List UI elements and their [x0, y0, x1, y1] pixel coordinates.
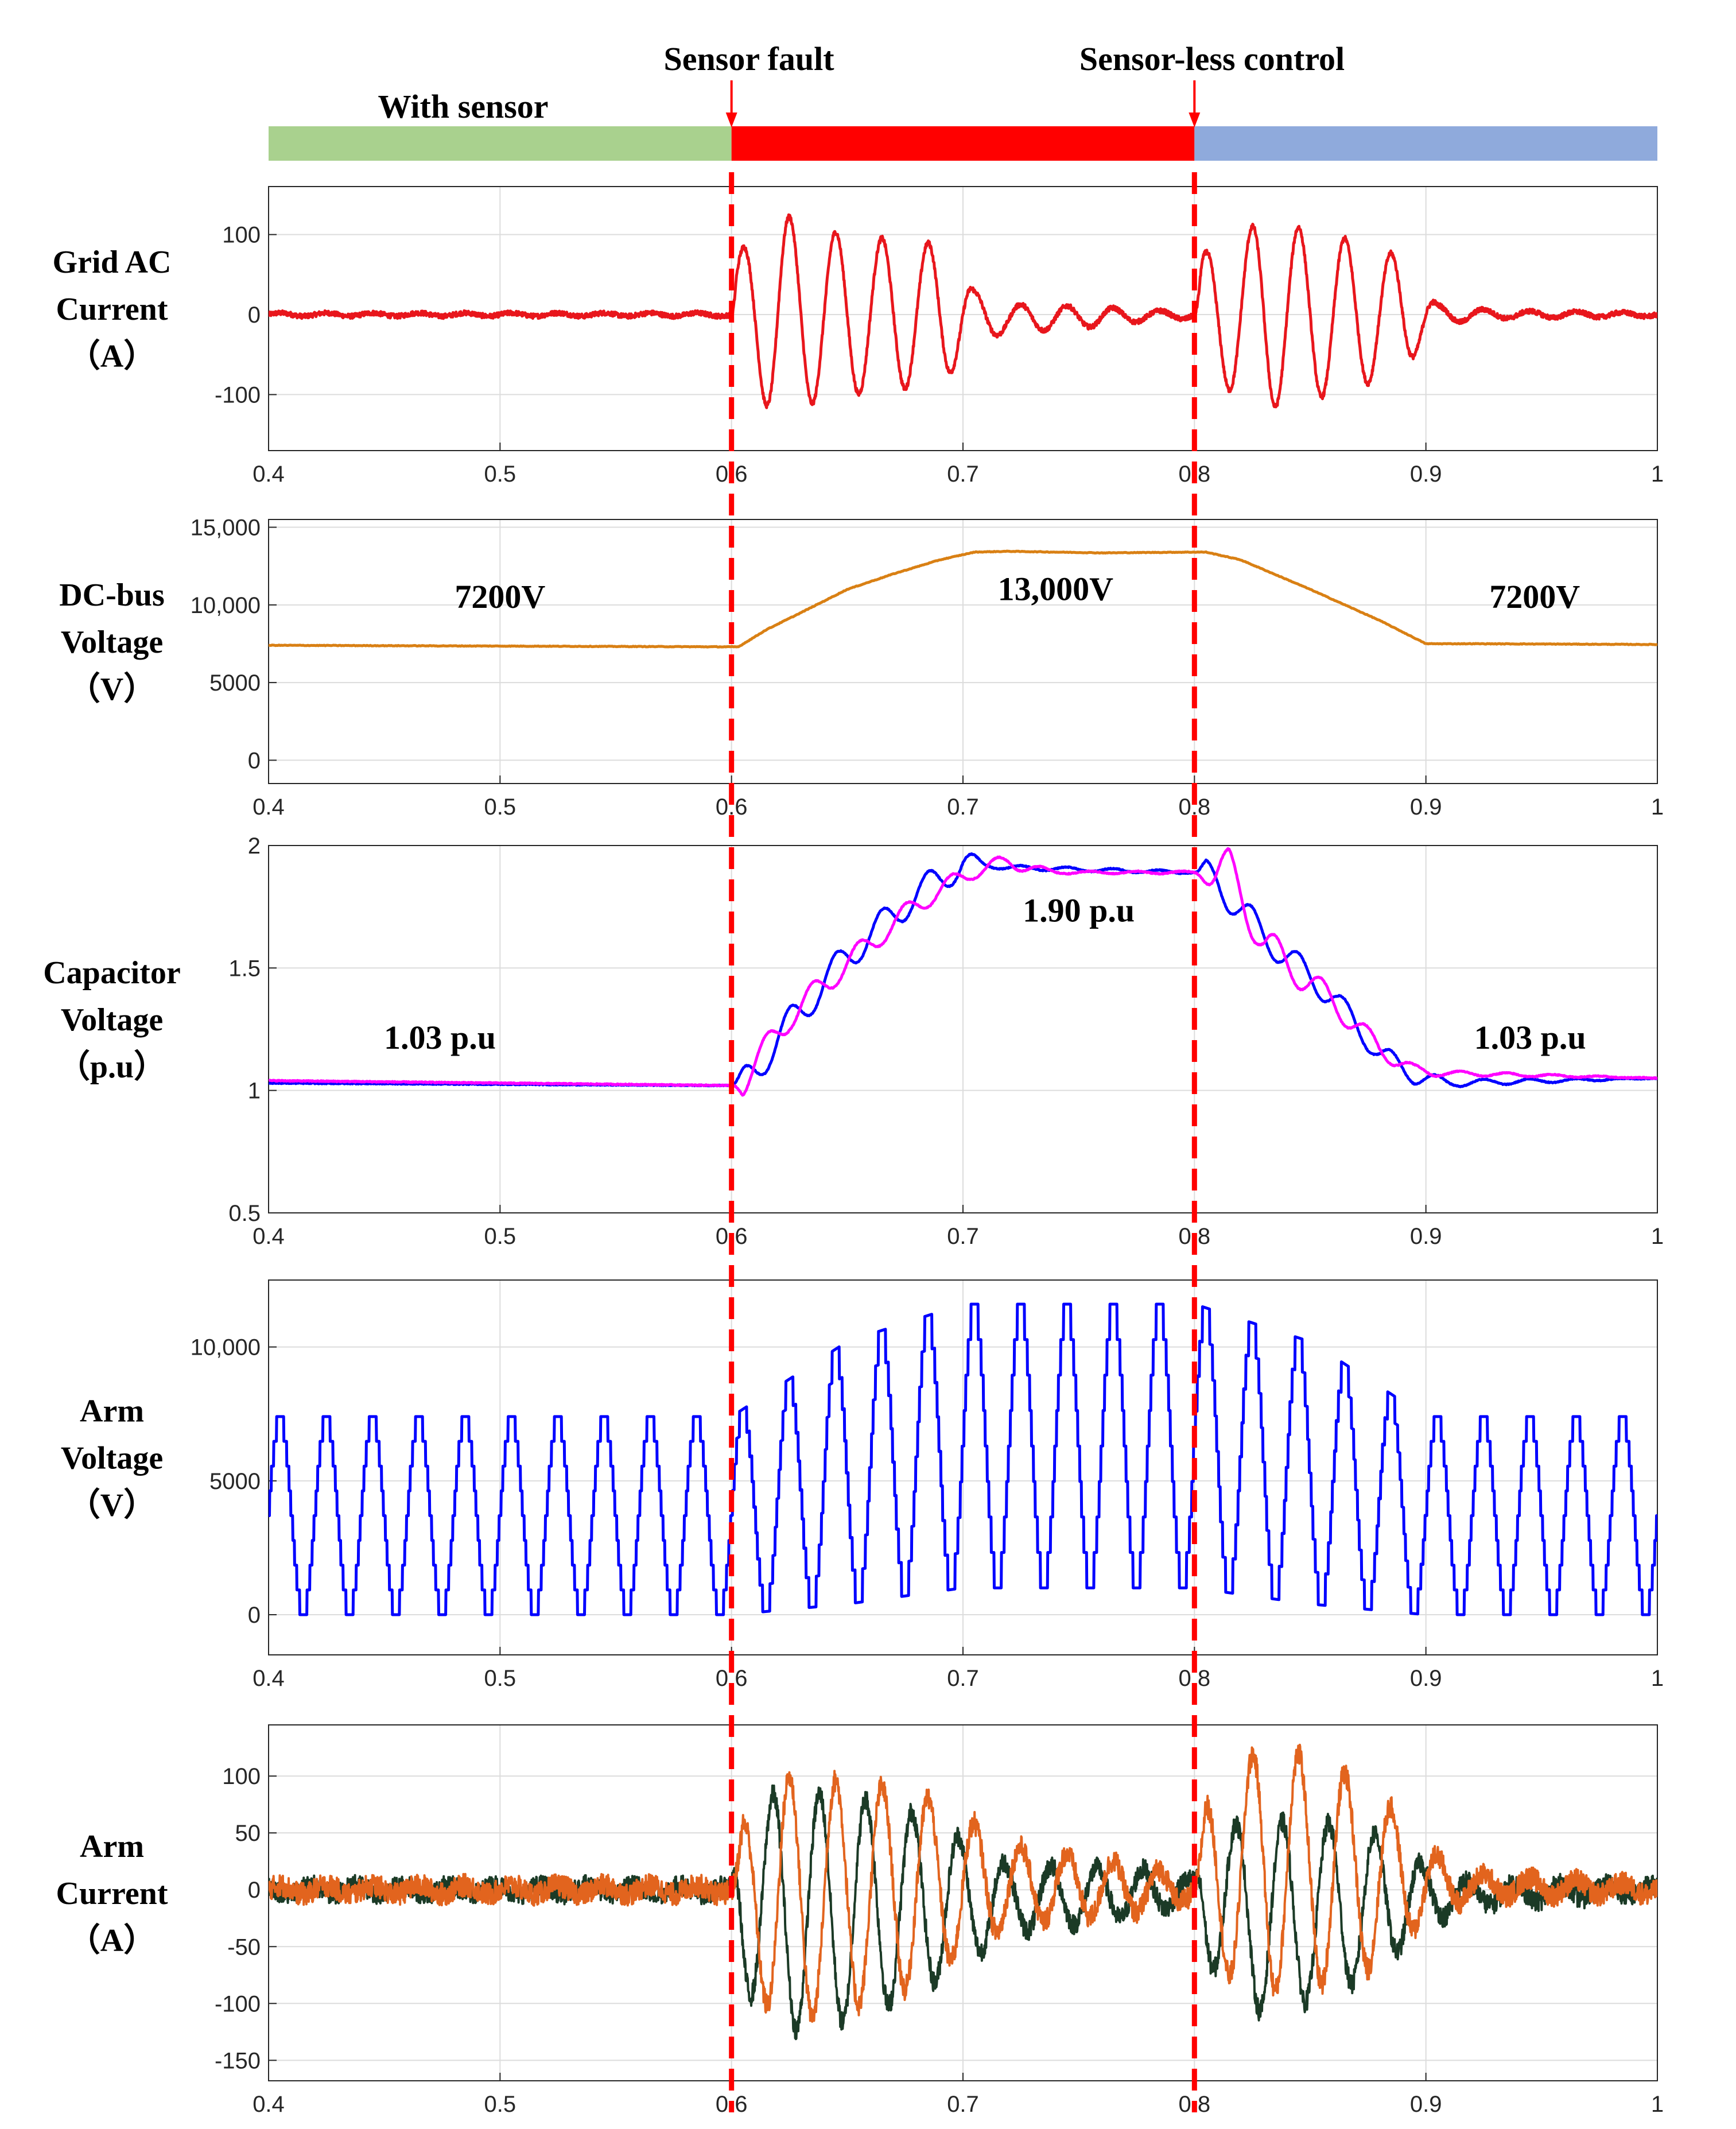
y-tick-label: -50 — [227, 1934, 261, 1960]
series-line-1 — [269, 213, 1657, 409]
x-tick-label: 0.5 — [484, 2092, 516, 2117]
x-tick-label: 0.9 — [1410, 794, 1442, 820]
series-line-1 — [269, 1302, 1657, 1616]
x-tick-label: 0.4 — [253, 2092, 285, 2117]
y-axis-label-line: Grid AC — [53, 245, 172, 280]
panel-arm-current: 100500-50-100-1500.40.50.60.70.80.91ArmC… — [56, 1724, 1664, 2117]
annotation-label: 7200V — [455, 578, 545, 615]
series-group — [269, 1743, 1657, 2041]
y-tick-label: 50 — [235, 1821, 261, 1846]
series-group — [269, 1302, 1657, 1616]
annotation-label: 1.90 p.u — [1023, 891, 1135, 929]
series-line-1 — [269, 549, 1657, 649]
x-tick-label: 0.5 — [484, 1666, 516, 1691]
y-axis-label-line: Voltage — [61, 1002, 163, 1038]
y-axis-label-line: Current — [56, 1876, 168, 1911]
y-tick-label: 15,000 — [191, 515, 261, 541]
event-lines — [725, 80, 1201, 2112]
x-tick-label: 0.4 — [253, 462, 285, 487]
y-axis-label-line: Voltage — [61, 625, 163, 660]
x-tick-label: 0.9 — [1410, 1666, 1442, 1691]
x-tick-label: 0.5 — [484, 794, 516, 820]
event-label-sensor-fault: Sensor fault — [663, 40, 834, 77]
x-tick-label: 1 — [1651, 462, 1664, 487]
series-group — [269, 847, 1657, 1097]
y-axis-label-line: Current — [56, 292, 168, 327]
annotation-label: 1.03 p.u — [384, 1019, 496, 1056]
annotation-label: 7200V — [1489, 578, 1580, 615]
x-tick-label: 1 — [1651, 1224, 1664, 1249]
y-tick-label: 0.5 — [228, 1201, 261, 1226]
x-tick-label: 0.7 — [947, 462, 979, 487]
y-tick-label: 0 — [248, 1878, 261, 1903]
y-tick-label: -100 — [215, 382, 261, 408]
y-tick-label: 0 — [248, 1603, 261, 1628]
y-axis-label-line: DC-bus — [59, 577, 165, 613]
y-tick-label: 10,000 — [191, 593, 261, 618]
y-tick-label: 2 — [248, 833, 261, 859]
y-tick-label: 5000 — [209, 1469, 261, 1494]
series-group — [269, 213, 1657, 409]
y-tick-label: 100 — [222, 1764, 261, 1789]
phase-bar — [269, 126, 1657, 161]
event-arrow-head-0 — [725, 113, 737, 127]
x-tick-label: 0.5 — [484, 462, 516, 487]
y-axis-label-line: （V） — [68, 1487, 156, 1523]
phase-segment-0 — [269, 126, 732, 161]
y-tick-label: -150 — [215, 2048, 261, 2073]
y-axis-label-line: （V） — [68, 671, 156, 707]
x-tick-label: 0.7 — [947, 2092, 979, 2117]
series-line-2 — [269, 847, 1657, 1097]
x-tick-label: 0.4 — [253, 1666, 285, 1691]
x-tick-label: 0.5 — [484, 1224, 516, 1249]
top-labels: With sensor Sensor fault Sensor-less con… — [378, 40, 1345, 125]
x-tick-label: 1 — [1651, 2092, 1664, 2117]
y-tick-label: 10,000 — [191, 1335, 261, 1360]
phase-segment-2 — [1194, 126, 1657, 161]
x-tick-label: 0.4 — [253, 1224, 285, 1249]
series-line-2 — [269, 1743, 1657, 2023]
y-axis-label-line: Voltage — [61, 1441, 163, 1476]
x-tick-label: 0.7 — [947, 1224, 979, 1249]
y-axis-label-line: Capacitor — [43, 955, 181, 991]
x-tick-label: 0.9 — [1410, 2092, 1442, 2117]
x-tick-label: 0.9 — [1410, 462, 1442, 487]
event-arrow-head-1 — [1189, 113, 1201, 127]
series-group — [269, 549, 1657, 649]
y-axis-label-line: Arm — [80, 1829, 144, 1864]
x-tick-label: 0.9 — [1410, 1224, 1442, 1249]
event-label-sensor-less-control: Sensor-less control — [1079, 40, 1345, 77]
y-tick-label: 1 — [248, 1079, 261, 1104]
x-tick-label: 0.7 — [947, 794, 979, 820]
x-tick-label: 0.7 — [947, 1666, 979, 1691]
y-axis-label-line: （A） — [68, 338, 156, 374]
y-tick-label: 1.5 — [228, 956, 261, 981]
y-axis-label-line: （p.u） — [58, 1049, 166, 1085]
x-tick-label: 0.4 — [253, 794, 285, 820]
y-tick-label: 0 — [248, 303, 261, 328]
y-tick-label: 100 — [222, 223, 261, 248]
annotation-label: 1.03 p.u — [1474, 1019, 1586, 1056]
x-tick-label: 1 — [1651, 1666, 1664, 1691]
phase-label-with-sensor: With sensor — [378, 88, 548, 125]
y-axis-label-line: （A） — [68, 1922, 156, 1959]
phase-segment-1 — [731, 126, 1195, 161]
y-tick-label: 5000 — [209, 670, 261, 696]
panel-capacitor-voltage: 21.510.50.40.50.60.70.80.91CapacitorVolt… — [43, 833, 1664, 1249]
y-axis-label-line: Arm — [80, 1394, 144, 1429]
annotation-label: 13,000V — [998, 571, 1114, 608]
y-tick-label: 0 — [248, 748, 261, 773]
y-tick-label: -100 — [215, 1991, 261, 2016]
x-tick-label: 1 — [1651, 794, 1664, 820]
